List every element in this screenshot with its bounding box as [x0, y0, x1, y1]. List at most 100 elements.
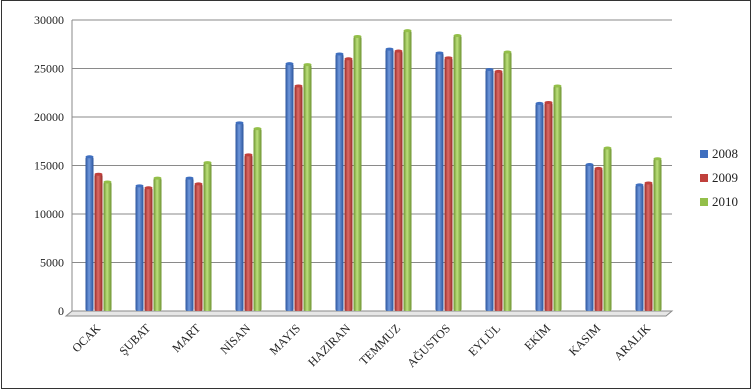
legend-swatch-2008: [700, 150, 708, 158]
bar-cap: [285, 62, 294, 66]
bar-2009: [94, 174, 103, 311]
y-tick-label: 30000: [34, 13, 64, 27]
bar-cap: [353, 34, 362, 38]
bar-2010: [653, 158, 662, 311]
bar-2010: [553, 85, 562, 312]
x-tick-label: ARALIK: [611, 321, 653, 363]
x-tick-label: NİSAN: [217, 321, 253, 357]
x-tick-label: KASIM: [566, 321, 603, 358]
x-tick-labels: OCAK ŞUBAT MART NİSAN MAYIS HAZİRAN TEMMUZ AĞUS…: [69, 321, 653, 370]
bar-cap: [535, 101, 544, 105]
bar-cap: [185, 176, 194, 180]
bar-2008: [135, 185, 144, 311]
bar-2010: [203, 162, 212, 311]
bar-cap: [594, 166, 603, 170]
y-tick-label: 25000: [34, 62, 64, 76]
bar-cap: [344, 57, 353, 61]
bar-2008: [535, 103, 544, 311]
bar-2009: [244, 154, 253, 311]
bar-2008: [235, 122, 244, 311]
bar-cap: [553, 84, 562, 88]
x-tick-label: EYLÜL: [465, 321, 503, 359]
bar-cap: [653, 157, 662, 161]
bar-cap: [403, 29, 412, 33]
bar-cap: [494, 69, 503, 73]
y-tick-label: 10000: [34, 207, 64, 221]
bar-cap: [103, 180, 112, 184]
bar-2008: [285, 63, 294, 312]
bar-2009: [144, 187, 153, 311]
legend-label: 2009: [712, 170, 738, 185]
bar-2008: [485, 69, 494, 311]
axes: [64, 20, 674, 317]
bar-cap: [585, 163, 594, 167]
gridlines: [72, 19, 672, 263]
bar-2009: [644, 182, 653, 311]
bar-cap: [294, 84, 303, 88]
y-tick-labels: 0 5000 10000 15000 20000 25000 30000: [34, 13, 64, 318]
bar-2008: [435, 52, 444, 311]
bar-2008: [85, 156, 94, 311]
bar-2009: [494, 71, 503, 311]
bar-2009: [344, 58, 353, 311]
y-tick-label: 0: [58, 304, 64, 318]
bars: [85, 29, 662, 312]
bar-cap: [303, 63, 312, 67]
x-tick-label: MAYIS: [267, 321, 303, 357]
legend-swatch-2010: [700, 198, 708, 206]
y-tick-label: 20000: [34, 110, 64, 124]
bar-cap: [153, 176, 162, 180]
bar-2010: [353, 36, 362, 312]
bar-cap: [394, 49, 403, 53]
bar-2009: [394, 51, 403, 311]
bar-2009: [444, 57, 453, 311]
x-tick-label: AĞUSTOS: [404, 321, 453, 370]
legend: 2008 2009 2010: [700, 146, 738, 209]
y-tick-label: 15000: [34, 159, 64, 173]
bar-cap: [435, 51, 444, 55]
x-tick-label: ŞUBAT: [116, 321, 153, 358]
bar-2010: [253, 128, 262, 311]
bar-2008: [385, 49, 394, 311]
legend-label: 2010: [712, 194, 738, 209]
bar-cap: [94, 172, 103, 176]
bar-cap: [453, 34, 462, 38]
bar-cap: [235, 121, 244, 125]
bar-2010: [153, 178, 162, 311]
bar-cap: [194, 182, 203, 186]
x-axis-floor: [64, 310, 674, 317]
x-tick-label: HAZİRAN: [305, 321, 353, 369]
x-tick-label: TEMMUZ: [356, 321, 403, 368]
x-tick-label: OCAK: [69, 321, 103, 355]
legend-label: 2008: [712, 146, 738, 161]
bar-2008: [185, 178, 194, 311]
bar-cap: [253, 127, 262, 131]
bar-2010: [103, 181, 112, 311]
bar-cap: [444, 56, 453, 60]
bar-cap: [385, 47, 394, 51]
bar-cap: [603, 146, 612, 150]
bar-2009: [544, 102, 553, 311]
bar-2009: [594, 168, 603, 311]
bar-2010: [603, 148, 612, 311]
x-tick-label: EKİM: [522, 321, 554, 353]
bar-cap: [135, 184, 144, 188]
x-tick-label: MART: [169, 321, 203, 355]
bar-cap: [544, 100, 553, 104]
bar-2008: [635, 184, 644, 311]
bar-2010: [403, 30, 412, 311]
legend-swatch-2009: [700, 174, 708, 182]
bar-cap: [144, 186, 153, 190]
bar-2008: [585, 164, 594, 311]
bar-cap: [203, 161, 212, 165]
y-tick-label: 5000: [40, 256, 64, 270]
bar-cap: [335, 52, 344, 56]
bar-cap: [244, 153, 253, 157]
bar-2009: [294, 85, 303, 312]
bar-2008: [335, 53, 344, 311]
bar-2010: [503, 52, 512, 311]
bar-2009: [194, 183, 203, 311]
bar-cap: [85, 155, 94, 159]
